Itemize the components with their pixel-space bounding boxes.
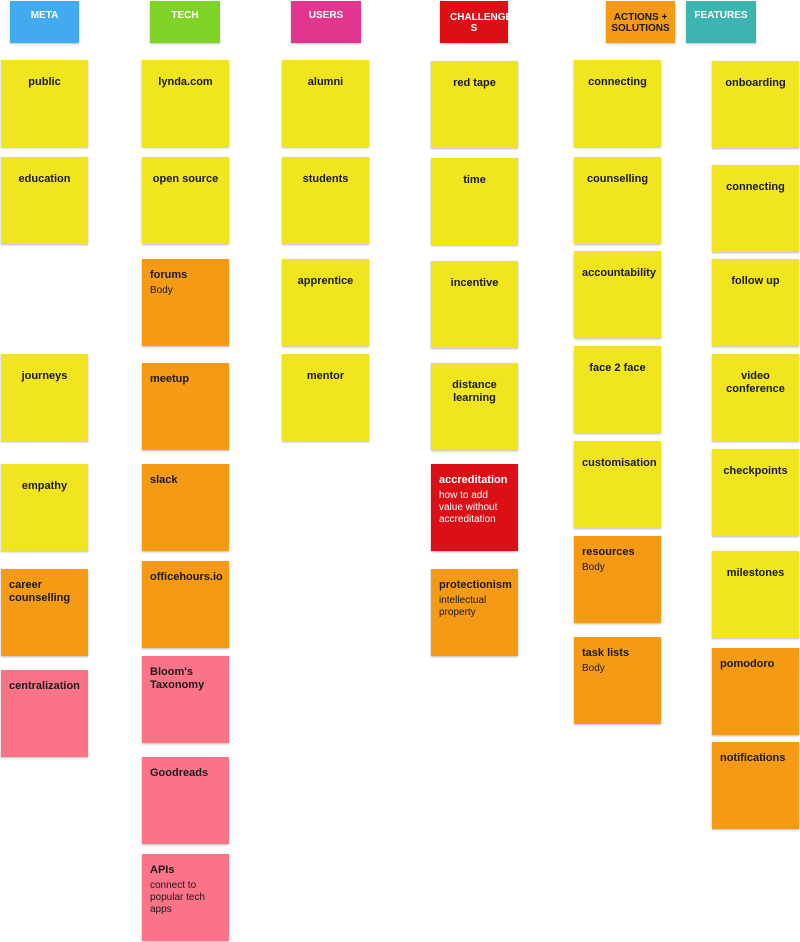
sticky-note[interactable]: public	[1, 60, 88, 147]
note-body: Body	[582, 663, 605, 674]
column-header-challenges: CHALLENGE S	[440, 1, 512, 43]
column-header-label: ACTIONS + SOLUTIONS	[611, 12, 670, 34]
sticky-note[interactable]: forums Body	[142, 259, 229, 346]
column-header-label: TECH	[171, 10, 199, 21]
note-title: pomodoro	[720, 658, 775, 670]
sticky-note[interactable]: connecting	[574, 60, 661, 147]
sticky-note[interactable]: centralization	[1, 670, 88, 757]
sticky-note[interactable]: Goodreads	[142, 757, 229, 844]
note-title: incentive	[450, 277, 499, 289]
sticky-note[interactable]: counselling	[574, 157, 661, 244]
note-title: connecting	[588, 76, 647, 88]
sticky-note[interactable]: resources Body	[574, 536, 661, 623]
note-body: how to add value without accreditation	[439, 490, 498, 525]
note-title: empathy	[21, 480, 68, 492]
column-header-label: CHALLENGE S	[450, 12, 513, 34]
note-title: notifications	[720, 752, 786, 764]
sticky-note[interactable]: career counselling	[1, 569, 88, 656]
sticky-note[interactable]: accreditation how to add value without ac…	[431, 464, 518, 551]
sticky-note[interactable]: officehours.io	[142, 561, 229, 648]
note-title: open source	[152, 173, 219, 185]
note-title: protectionism	[439, 579, 512, 591]
note-title: red tape	[453, 77, 496, 89]
sticky-note[interactable]: students	[282, 157, 369, 244]
note-title: accreditation	[439, 474, 508, 486]
sticky-note[interactable]: distance learning	[431, 363, 518, 450]
note-body: intellectual property	[439, 595, 487, 618]
sticky-note[interactable]: checkpoints	[712, 449, 799, 536]
sticky-note[interactable]: mentor	[282, 354, 369, 441]
note-body: connect to popular tech apps	[150, 880, 206, 915]
column-header-tech: TECH	[150, 1, 220, 43]
column-header-features: FEATURES	[686, 1, 756, 43]
note-title: Bloom's Taxonomy	[150, 666, 205, 691]
sticky-note[interactable]: follow up	[712, 259, 799, 346]
note-body: Body	[150, 285, 173, 296]
note-title: checkpoints	[723, 465, 788, 477]
column-header-label: META	[30, 10, 59, 21]
note-title: career counselling	[9, 579, 71, 604]
note-title: face 2 face	[589, 362, 646, 374]
sticky-note[interactable]: Bloom's Taxonomy	[142, 656, 229, 743]
sticky-note[interactable]: apprentice	[282, 259, 369, 346]
sticky-note[interactable]: accountability	[574, 251, 661, 338]
note-title: education	[18, 173, 71, 185]
note-title: apprentice	[297, 275, 354, 287]
note-body: Body	[582, 562, 605, 573]
sticky-note[interactable]: face 2 face	[574, 346, 661, 433]
note-title: mentor	[306, 370, 345, 382]
note-title: distance learning	[452, 379, 497, 404]
note-title: forums	[150, 269, 188, 281]
note-title: centralization	[9, 680, 80, 692]
sticky-note[interactable]: incentive	[431, 261, 518, 348]
sticky-note[interactable]: video conference	[712, 354, 799, 441]
column-header-actions-solutions: ACTIONS + SOLUTIONS	[606, 1, 675, 43]
note-title: connecting	[726, 181, 785, 193]
note-title: lynda.com	[158, 76, 213, 88]
note-title: video conference	[726, 370, 785, 395]
sticky-note[interactable]: connecting	[712, 165, 799, 252]
note-title: public	[28, 76, 61, 88]
column-header-meta: META	[10, 1, 79, 43]
sticky-note[interactable]: red tape	[431, 61, 518, 148]
note-title: task lists	[582, 647, 630, 659]
sticky-note[interactable]: time	[431, 158, 518, 245]
note-title: journeys	[21, 370, 68, 382]
note-title: onboarding	[725, 77, 786, 89]
sticky-note[interactable]: lynda.com	[142, 60, 229, 147]
note-title: Goodreads	[150, 767, 209, 779]
note-title: slack	[150, 474, 178, 486]
sticky-note[interactable]: customisation	[574, 441, 661, 528]
note-title: officehours.io	[150, 571, 223, 583]
sticky-note[interactable]: alumni	[282, 60, 369, 147]
sticky-note[interactable]: APIs connect to popular tech apps	[142, 854, 229, 941]
note-title: milestones	[726, 567, 785, 579]
sticky-note[interactable]: meetup	[142, 363, 229, 450]
sticky-note[interactable]: education	[1, 157, 88, 244]
sticky-note[interactable]: slack	[142, 464, 229, 551]
sticky-note[interactable]: open source	[142, 157, 229, 244]
sticky-note[interactable]: onboarding	[712, 61, 799, 148]
sticky-note[interactable]: pomodoro	[712, 648, 799, 735]
note-title: meetup	[150, 373, 190, 385]
sticky-note[interactable]: milestones	[712, 551, 799, 638]
note-title: counselling	[586, 173, 649, 185]
note-title: customisation	[582, 457, 657, 469]
column-header-users: USERS	[291, 1, 361, 43]
note-title: follow up	[731, 275, 780, 287]
note-title: students	[302, 173, 349, 185]
sticky-note[interactable]: protectionism intellectual property	[431, 569, 518, 656]
sticky-note[interactable]: task lists Body	[574, 637, 661, 724]
sticky-note[interactable]: notifications	[712, 742, 799, 829]
sticky-note[interactable]: empathy	[1, 464, 88, 551]
column-header-label: USERS	[308, 10, 344, 21]
note-title: time	[463, 174, 486, 186]
note-title: accountability	[582, 267, 656, 279]
note-title: resources	[582, 546, 635, 558]
note-title: alumni	[307, 76, 344, 88]
sticky-note[interactable]: journeys	[1, 354, 88, 441]
note-title: APIs	[150, 864, 175, 876]
column-header-label: FEATURES	[694, 10, 748, 21]
